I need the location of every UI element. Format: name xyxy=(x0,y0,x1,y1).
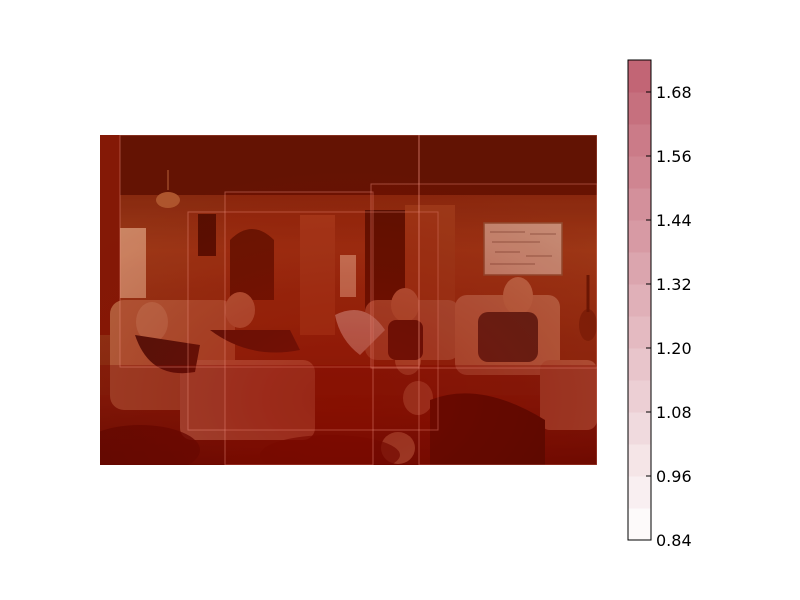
colorbar-band xyxy=(628,92,651,125)
colorbar-band xyxy=(628,60,651,93)
colorbar-tick-label: 1.32 xyxy=(656,275,692,294)
colorbar-band xyxy=(628,252,651,285)
overlay-box-2 xyxy=(187,211,439,431)
colorbar-band xyxy=(628,124,651,157)
overlay-box-4 xyxy=(370,183,597,369)
heatmap-overlay xyxy=(100,135,597,465)
colorbar-ticks: 0.84 0.96 1.08 1.20 1.32 1.44 1.56 1.68 xyxy=(646,83,692,550)
colorbar-band xyxy=(628,220,651,253)
colorbar-band xyxy=(628,348,651,381)
colorbar-band xyxy=(628,476,651,509)
colorbar-tick-label: 1.68 xyxy=(656,83,692,102)
colorbar-tick-label: 1.08 xyxy=(656,403,692,422)
colorbar-band xyxy=(628,156,651,189)
colorbar-bands xyxy=(628,60,651,541)
colorbar-band xyxy=(628,412,651,445)
colorbar-band xyxy=(628,188,651,221)
colorbar-tick-label: 1.56 xyxy=(656,147,692,166)
overlay-box-1 xyxy=(119,135,420,368)
colorbar-band xyxy=(628,380,651,413)
colorbar-band xyxy=(628,508,651,541)
colorbar-tick-label: 0.96 xyxy=(656,467,692,486)
overlay-box-5 xyxy=(418,135,597,465)
colorbar-band xyxy=(628,316,651,349)
colorbar-band xyxy=(628,284,651,317)
colorbar-tick-label: 1.44 xyxy=(656,211,692,230)
colorbar-band xyxy=(628,444,651,477)
colorbar-tick-label: 0.84 xyxy=(656,531,692,550)
colorbar-frame xyxy=(627,59,652,541)
colorbar-tick-label: 1.20 xyxy=(656,339,692,358)
colorbar: 0.84 0.96 1.08 1.20 1.32 1.44 1.56 1.68 xyxy=(627,59,692,550)
overlay-box-3 xyxy=(224,191,374,465)
